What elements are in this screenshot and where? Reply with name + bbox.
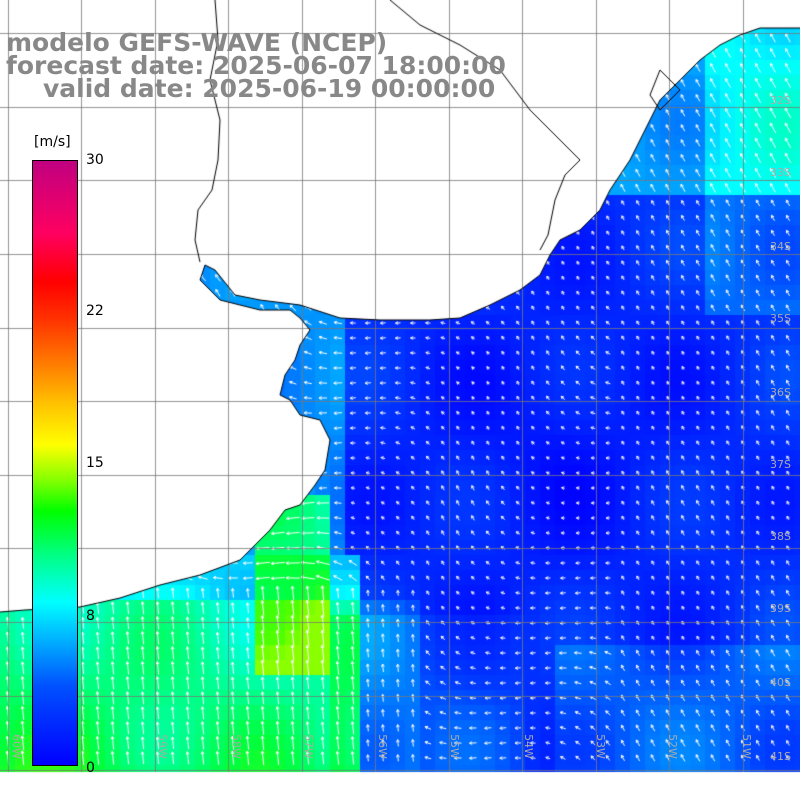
lat-label-34s: 34S (770, 240, 791, 253)
lat-label-39s: 39S (770, 602, 791, 615)
lat-label-32s: 32S (770, 94, 791, 107)
lon-label-59w: 59W (155, 734, 169, 759)
lon-label-55w: 55W (447, 734, 461, 759)
lon-label-56w: 56W (375, 734, 389, 759)
lat-label-40s: 40S (770, 676, 791, 689)
lon-label-60w: 60W (9, 734, 23, 759)
colorbar-tick-22: 22 (86, 303, 104, 319)
colorbar-tick-30: 30 (86, 152, 104, 168)
lat-label-35s: 35S (770, 312, 791, 325)
colorbar-tick-0: 0 (86, 760, 95, 776)
valid-date: valid date: 2025-06-19 00:00:00 (43, 74, 496, 103)
lon-label-58w: 58W (229, 734, 243, 759)
forecast-date: forecast date: 2025-06-07 18:00:00 (6, 51, 506, 80)
colorbar-tick-8: 8 (86, 608, 95, 624)
colorbar (32, 160, 78, 766)
lat-label-37s: 37S (770, 458, 791, 471)
lon-label-57w: 57W (301, 734, 315, 759)
lon-label-52w: 52W (665, 734, 679, 759)
lat-label-41s: 41S (770, 750, 791, 763)
model-title: modelo GEFS-WAVE (NCEP) (6, 28, 388, 57)
lat-label-36s: 36S (770, 386, 791, 399)
lon-label-54w: 54W (521, 734, 535, 759)
lon-label-53w: 53W (593, 734, 607, 759)
colorbar-unit: [m/s] (34, 134, 71, 150)
lat-label-38s: 38S (770, 530, 791, 543)
lat-label-33s: 33S (770, 166, 791, 179)
colorbar-tick-15: 15 (86, 455, 104, 471)
lon-label-51w: 51W (739, 734, 753, 759)
